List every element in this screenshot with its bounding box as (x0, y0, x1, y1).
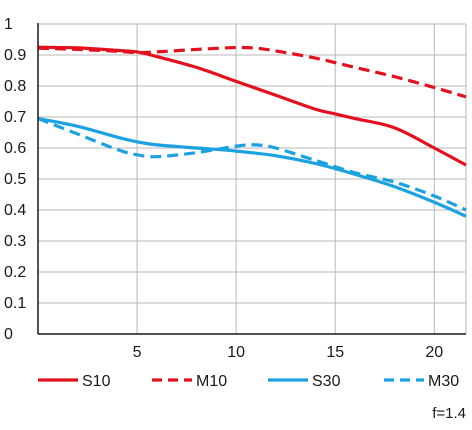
x-tick-label: 20 (425, 344, 443, 361)
y-tick-label: 0.7 (4, 109, 26, 126)
legend-label-s30: S30 (312, 373, 341, 390)
legend-label-m30: M30 (428, 373, 459, 390)
series-lines (37, 45, 467, 218)
y-tick-label: 0.8 (4, 78, 26, 95)
x-tick-label: 5 (133, 344, 142, 361)
y-tick-labels: 0 0.1 0.2 0.3 0.4 0.5 0.6 0.7 0.8 0.9 1 (4, 16, 26, 343)
y-tick-label: 0.2 (4, 264, 26, 281)
series-line-s30 (37, 116, 467, 218)
legend-label-s10: S10 (82, 373, 111, 390)
legend: S10 M10 S30 M30 (38, 373, 459, 390)
series-line-m10 (37, 45, 467, 99)
legend-label-m10: M10 (196, 373, 227, 390)
x-tick-label: 15 (326, 344, 344, 361)
y-tick-label: 0 (4, 326, 13, 343)
y-tick-label: 1 (4, 16, 13, 33)
y-tick-label: 0.5 (4, 171, 26, 188)
y-tick-label: 0.9 (4, 47, 26, 64)
series-line-m30 (37, 117, 467, 212)
y-tick-label: 0.3 (4, 233, 26, 250)
series-line-s10 (37, 45, 467, 167)
aperture-note: f=1.4 (432, 405, 466, 422)
axes (37, 23, 466, 335)
x-tick-label: 10 (227, 344, 245, 361)
y-tick-label: 0.6 (4, 140, 26, 157)
y-tick-label: 0.1 (4, 295, 26, 312)
x-tick-labels: 5 10 15 20 (133, 344, 444, 361)
grid (38, 23, 467, 334)
y-tick-label: 0.4 (4, 202, 26, 219)
